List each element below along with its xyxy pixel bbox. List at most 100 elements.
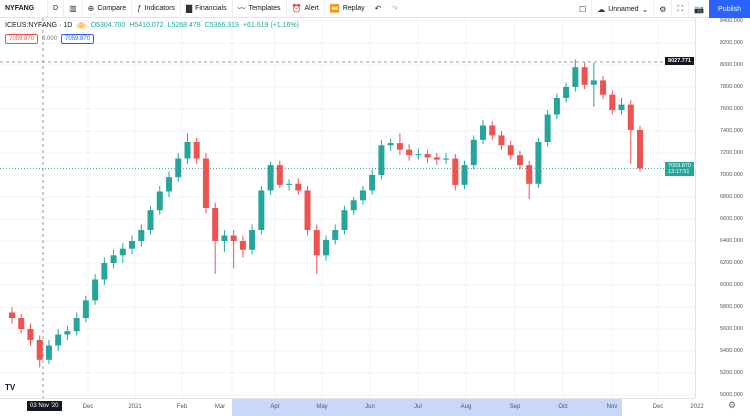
candle-body bbox=[64, 331, 71, 335]
last-price: 7059.870 bbox=[668, 163, 691, 170]
candle-body bbox=[350, 200, 357, 211]
layout-name-dropdown[interactable]: ☁ Unnamed ⌄ bbox=[592, 0, 655, 18]
candle-body bbox=[424, 154, 431, 158]
time-axis[interactable]: 03 Nov '20 Dec 2021 Feb Mar Apr May Jun Jul Aug S… bbox=[0, 398, 704, 416]
time-label: Jun bbox=[365, 404, 375, 410]
candle-body bbox=[119, 248, 126, 256]
candle-body bbox=[9, 312, 15, 318]
snapshot-button[interactable]: 📷 bbox=[689, 0, 709, 18]
candle-body bbox=[202, 158, 209, 208]
candle-body bbox=[415, 154, 422, 156]
last-price-label: 7059.870 13:17:51 bbox=[665, 162, 694, 177]
candle-body bbox=[359, 190, 366, 201]
undo-icon: ↶ bbox=[374, 4, 382, 13]
candle-body bbox=[27, 329, 34, 340]
candle-body bbox=[498, 135, 505, 146]
undo-button[interactable]: ↶ bbox=[370, 0, 387, 18]
candle-body bbox=[92, 279, 99, 301]
replay-icon: ⏪ bbox=[329, 4, 340, 13]
chart-type-button[interactable]: ▥ bbox=[64, 0, 83, 18]
plus-circle-icon: ⊕ bbox=[87, 4, 95, 13]
price-label: 6000.000 bbox=[720, 282, 743, 288]
compare-button[interactable]: ⊕ Compare bbox=[83, 0, 133, 18]
price-label: 8000.000 bbox=[720, 62, 743, 68]
indicators-button[interactable]: ƒ Indicators bbox=[132, 0, 181, 18]
candle-body bbox=[193, 142, 200, 159]
publish-button[interactable]: Publish bbox=[709, 0, 750, 18]
candle-body bbox=[184, 142, 191, 159]
candles-icon: ▥ bbox=[69, 4, 77, 13]
camera-icon: 📷 bbox=[694, 4, 705, 14]
indicators-label: Indicators bbox=[144, 5, 175, 12]
interval-button[interactable]: D bbox=[48, 0, 65, 18]
price-label: 7800.000 bbox=[720, 84, 743, 90]
top-toolbar: NYFANG D ▥ ⊕ Compare ƒ Indicators ▇ Financi… bbox=[0, 0, 750, 18]
candle-body bbox=[406, 149, 413, 156]
candle-body bbox=[138, 230, 145, 241]
fullscreen-button[interactable]: ⛶ bbox=[672, 0, 690, 18]
settings-button[interactable]: ⚙ bbox=[654, 0, 673, 18]
candle-body bbox=[581, 67, 588, 85]
layout-button[interactable]: ☐ bbox=[574, 0, 593, 18]
candle-body bbox=[212, 208, 219, 241]
candle-body bbox=[553, 98, 560, 115]
time-label: Feb bbox=[176, 404, 188, 410]
candle-body bbox=[627, 104, 634, 130]
candle-body bbox=[166, 177, 172, 192]
candle-body bbox=[590, 80, 597, 85]
bid-value[interactable]: 7059.870 bbox=[5, 34, 39, 44]
candle-body bbox=[18, 318, 25, 329]
time-label: Dec bbox=[82, 404, 94, 410]
high-price-label: 8027.771 bbox=[665, 56, 694, 65]
price-label: 5400.000 bbox=[720, 348, 743, 354]
candle-body bbox=[526, 165, 533, 184]
price-chart[interactable] bbox=[0, 18, 695, 398]
replay-button[interactable]: ⏪ Replay bbox=[325, 0, 370, 18]
price-label: 7400.000 bbox=[720, 128, 743, 134]
tradingview-logo[interactable]: TV bbox=[5, 383, 16, 392]
candle-body bbox=[276, 165, 283, 185]
candle-body bbox=[313, 230, 320, 256]
ask-value[interactable]: 7059.870 bbox=[61, 34, 95, 44]
close-value: C5366.319 bbox=[204, 22, 239, 29]
candle-body bbox=[101, 263, 108, 280]
financials-button[interactable]: ▇ Financials bbox=[181, 0, 233, 18]
candle-body bbox=[267, 165, 274, 191]
cloud-icon: ☁ bbox=[597, 4, 606, 14]
price-label: 8400.000 bbox=[720, 18, 743, 24]
price-axis[interactable]: 8400.000 8200.000 8000.000 7800.000 7600.000… bbox=[695, 18, 750, 398]
time-label: Jul bbox=[414, 404, 422, 410]
candle-body bbox=[563, 87, 570, 98]
candle-body bbox=[544, 114, 551, 142]
candle-body bbox=[378, 145, 385, 175]
candle-body bbox=[387, 143, 394, 146]
redo-button[interactable]: ↷ bbox=[386, 0, 403, 18]
chevron-down-icon: ⌄ bbox=[641, 4, 649, 14]
axis-settings-icon[interactable]: ⚙ bbox=[728, 400, 737, 410]
open-value: O5304.700 bbox=[90, 22, 126, 29]
symbol-title: ICEUS:NYFANG · 1D bbox=[5, 22, 73, 29]
candle-body bbox=[45, 345, 52, 360]
candle-body bbox=[480, 125, 486, 140]
candle-body bbox=[175, 158, 182, 178]
candle-body bbox=[341, 210, 348, 230]
templates-icon: 〰 bbox=[237, 4, 246, 13]
spread-value: 0.000 bbox=[42, 36, 58, 42]
market-status-badge: D bbox=[76, 22, 87, 29]
templates-button[interactable]: 〰 Templates bbox=[233, 0, 287, 18]
alarm-icon: ⏰ bbox=[291, 4, 302, 13]
time-label: Apr bbox=[270, 404, 280, 410]
candle-body bbox=[637, 129, 643, 169]
change-value: +61.619 (+1.16%) bbox=[242, 22, 299, 29]
price-label: 5800.000 bbox=[720, 304, 743, 310]
time-label: Mar bbox=[214, 404, 226, 410]
price-label: 8200.000 bbox=[720, 40, 743, 46]
candle-body bbox=[396, 143, 403, 150]
alert-button[interactable]: ⏰ Alert bbox=[287, 0, 325, 18]
layout-name: Unnamed bbox=[608, 5, 639, 13]
symbol-search[interactable]: NYFANG bbox=[0, 0, 48, 18]
candle-body bbox=[618, 104, 625, 111]
candle-body bbox=[461, 165, 468, 185]
candle-body bbox=[239, 241, 246, 250]
time-label: Oct bbox=[558, 404, 568, 410]
